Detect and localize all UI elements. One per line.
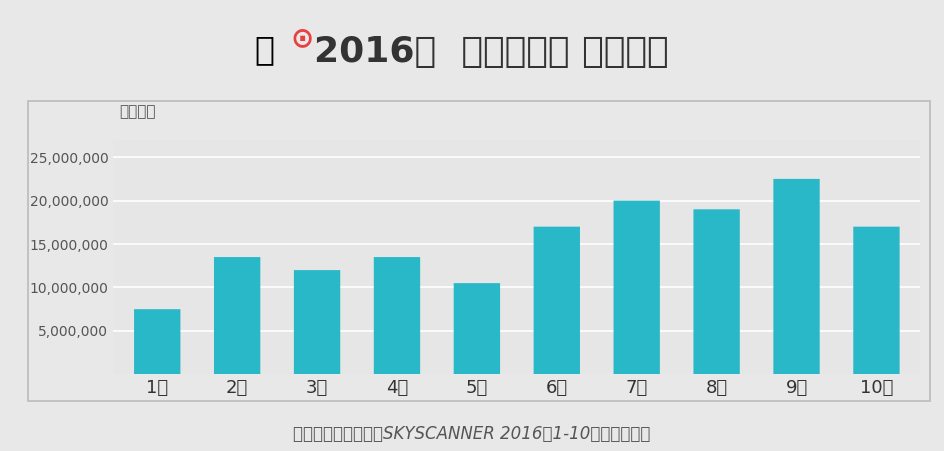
Text: 搜索次数: 搜索次数: [119, 104, 156, 119]
FancyBboxPatch shape: [214, 257, 261, 374]
FancyBboxPatch shape: [614, 201, 660, 374]
FancyBboxPatch shape: [694, 209, 740, 374]
Text: 2016年  出境自由行 全年趋势: 2016年 出境自由行 全年趋势: [313, 35, 668, 69]
FancyBboxPatch shape: [134, 309, 180, 374]
Text: 数据来源：基于天巡SKYSCANNER 2016年1-10月的搜索数据: 数据来源：基于天巡SKYSCANNER 2016年1-10月的搜索数据: [294, 425, 650, 443]
FancyBboxPatch shape: [533, 227, 580, 374]
FancyBboxPatch shape: [853, 227, 900, 374]
Text: 📍: 📍: [254, 33, 275, 66]
FancyBboxPatch shape: [294, 270, 340, 374]
FancyBboxPatch shape: [374, 257, 420, 374]
Text: ⊙: ⊙: [291, 24, 313, 52]
FancyBboxPatch shape: [454, 283, 500, 374]
FancyBboxPatch shape: [773, 179, 819, 374]
